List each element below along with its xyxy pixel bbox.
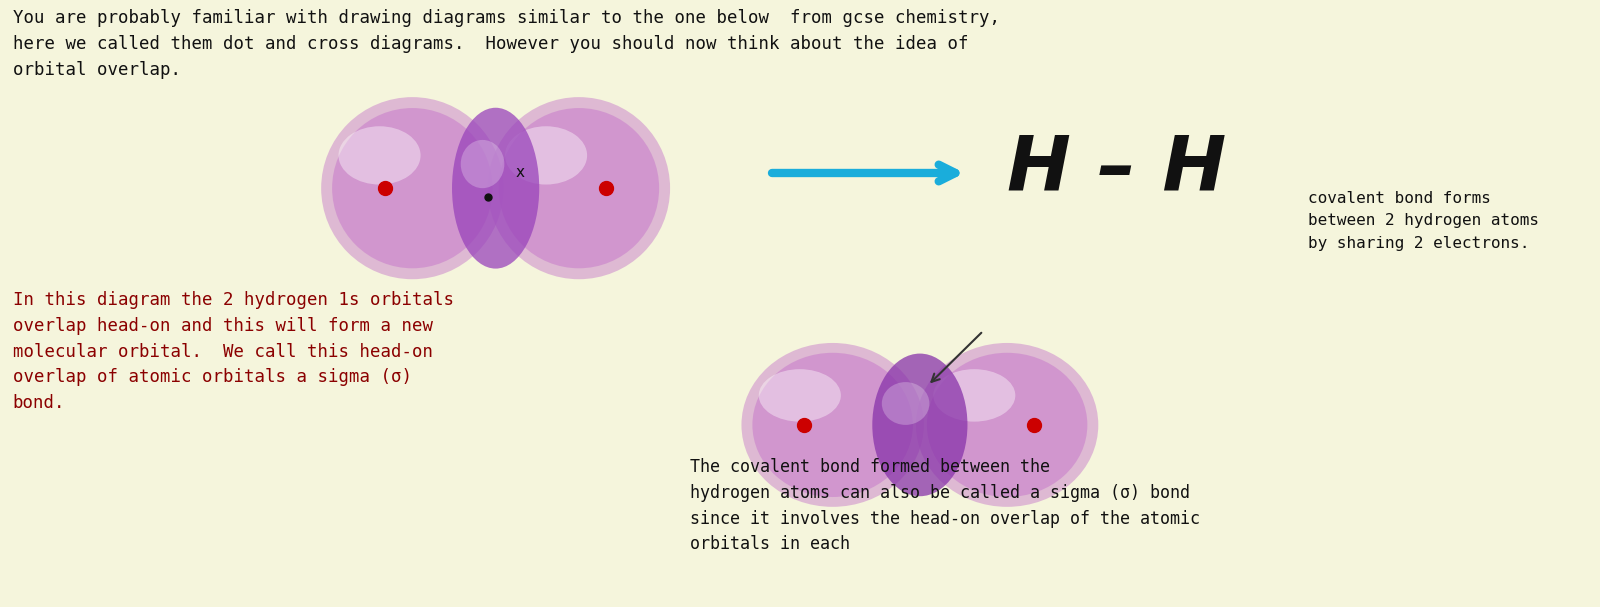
Text: H – H: H – H xyxy=(1006,133,1226,207)
Ellipse shape xyxy=(933,369,1016,422)
Ellipse shape xyxy=(499,108,659,268)
Text: You are probably familiar with drawing diagrams similar to the one below  from g: You are probably familiar with drawing d… xyxy=(13,9,1000,78)
Ellipse shape xyxy=(741,343,923,507)
Ellipse shape xyxy=(915,343,1098,507)
Ellipse shape xyxy=(926,353,1088,497)
Ellipse shape xyxy=(752,353,914,497)
Text: In this diagram the 2 hydrogen 1s orbitals
overlap head-on and this will form a : In this diagram the 2 hydrogen 1s orbita… xyxy=(13,291,454,412)
Ellipse shape xyxy=(461,140,504,188)
Ellipse shape xyxy=(506,126,587,185)
Ellipse shape xyxy=(453,108,539,268)
Ellipse shape xyxy=(872,353,968,497)
Text: The covalent bond formed between the
hydrogen atoms can also be called a sigma (: The covalent bond formed between the hyd… xyxy=(690,458,1200,554)
Ellipse shape xyxy=(339,126,421,185)
Text: x: x xyxy=(515,166,525,180)
Ellipse shape xyxy=(758,369,842,422)
Ellipse shape xyxy=(488,97,670,279)
Text: covalent bond forms
between 2 hydrogen atoms
by sharing 2 electrons.: covalent bond forms between 2 hydrogen a… xyxy=(1309,191,1539,251)
Ellipse shape xyxy=(322,97,504,279)
Ellipse shape xyxy=(882,382,930,425)
Ellipse shape xyxy=(333,108,493,268)
